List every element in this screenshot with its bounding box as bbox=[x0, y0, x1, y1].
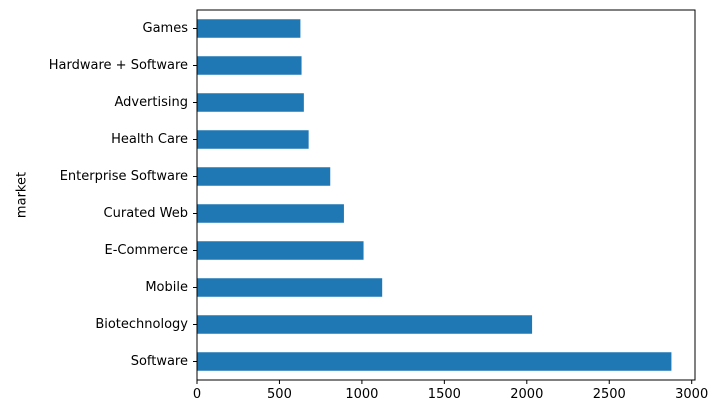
y-tick-label: E-Commerce bbox=[105, 243, 188, 258]
y-tick-label: Curated Web bbox=[104, 206, 188, 221]
y-tick-label: Biotechnology bbox=[95, 317, 188, 332]
bar-games bbox=[197, 19, 301, 38]
bar-advertising bbox=[197, 93, 304, 112]
bar-curated-web bbox=[197, 204, 344, 223]
y-tick-label: Software bbox=[131, 354, 188, 369]
ticks: Games Hardware + Software Advertising Healt… bbox=[49, 21, 708, 402]
y-tick-label: Hardware + Software bbox=[49, 58, 188, 73]
y-tick-label: Advertising bbox=[114, 95, 188, 110]
x-tick-label: 500 bbox=[267, 387, 292, 402]
x-tick-label: 0 bbox=[193, 387, 201, 402]
bar-hardware-software bbox=[197, 56, 302, 75]
x-tick-label: 1500 bbox=[428, 387, 461, 402]
y-tick-label: Mobile bbox=[145, 280, 188, 295]
x-tick-label: 2000 bbox=[510, 387, 543, 402]
bar-enterprise-software bbox=[197, 167, 331, 186]
bar-e-commerce bbox=[197, 241, 364, 260]
y-tick-label: Health Care bbox=[111, 132, 188, 147]
bar-mobile bbox=[197, 278, 383, 297]
x-tick-label: 2500 bbox=[593, 387, 626, 402]
x-tick-label: 3000 bbox=[675, 387, 708, 402]
bars bbox=[197, 19, 672, 371]
y-axis-label: market bbox=[15, 172, 30, 218]
bar-biotechnology bbox=[197, 315, 533, 334]
x-tick-label: 1000 bbox=[345, 387, 378, 402]
plot-frame bbox=[196, 9, 696, 381]
y-tick-label: Games bbox=[143, 21, 189, 36]
bar-software bbox=[197, 352, 672, 371]
y-tick-label: Enterprise Software bbox=[60, 169, 188, 184]
bar-health-care bbox=[197, 130, 309, 149]
